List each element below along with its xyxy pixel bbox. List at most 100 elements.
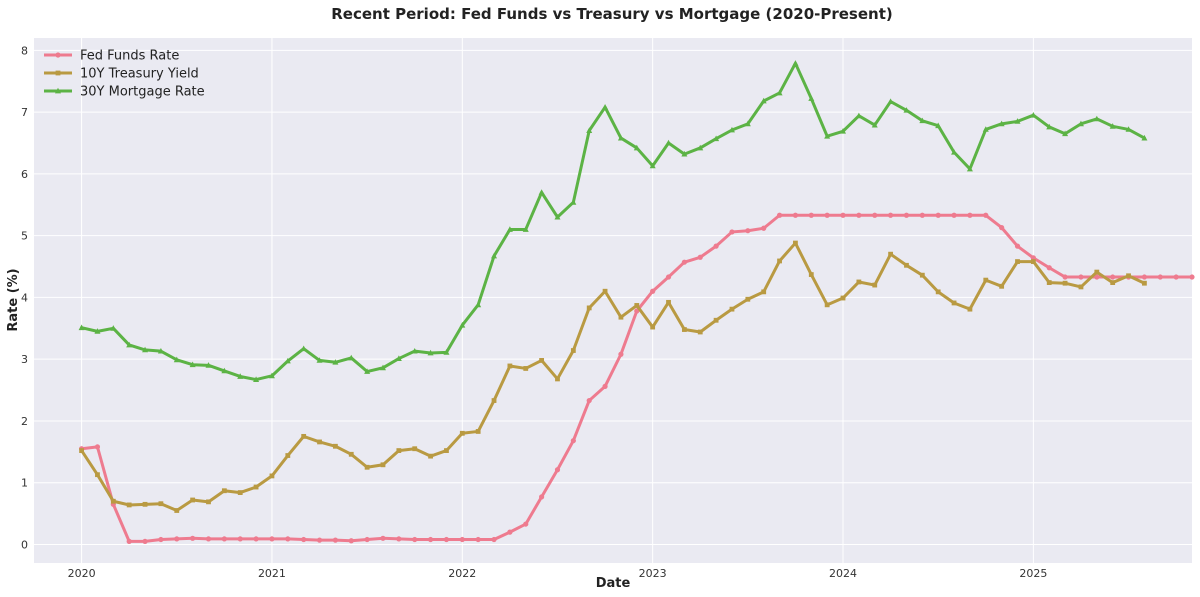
data-point-fed-funds-rate bbox=[1046, 265, 1052, 271]
data-point-10y-treasury-yield bbox=[840, 295, 846, 301]
data-point-30y-mortgage-rate bbox=[284, 357, 291, 364]
data-point-10y-treasury-yield bbox=[729, 306, 735, 312]
data-point-10y-treasury-yield bbox=[634, 303, 640, 308]
data-point-30y-mortgage-rate bbox=[1077, 120, 1084, 127]
data-point-10y-treasury-yield bbox=[777, 258, 782, 264]
data-point-10y-treasury-yield bbox=[301, 433, 307, 439]
data-point-30y-mortgage-rate bbox=[443, 349, 450, 355]
series-group bbox=[78, 60, 1195, 544]
data-point-fed-funds-rate bbox=[570, 438, 576, 444]
data-point-10y-treasury-yield bbox=[1078, 284, 1084, 290]
grid bbox=[34, 38, 1192, 563]
data-point-10y-treasury-yield bbox=[396, 448, 402, 453]
data-point-fed-funds-rate bbox=[1078, 274, 1084, 280]
data-point-10y-treasury-yield bbox=[539, 358, 545, 363]
data-point-10y-treasury-yield bbox=[1110, 280, 1116, 285]
data-point-fed-funds-rate bbox=[761, 225, 767, 231]
data-point-fed-funds-rate bbox=[983, 212, 989, 218]
data-point-fed-funds-rate bbox=[729, 229, 735, 235]
data-point-fed-funds-rate bbox=[903, 212, 910, 218]
legend-label: 10Y Treasury Yield bbox=[80, 67, 199, 82]
data-point-30y-mortgage-rate bbox=[840, 128, 847, 134]
data-point-fed-funds-rate bbox=[507, 529, 513, 535]
data-point-fed-funds-rate bbox=[348, 538, 354, 544]
data-point-30y-mortgage-rate bbox=[110, 325, 117, 331]
legend-label: Fed Funds Rate bbox=[80, 49, 179, 64]
data-point-30y-mortgage-rate bbox=[649, 162, 656, 169]
data-point-fed-funds-rate bbox=[776, 212, 783, 218]
data-point-fed-funds-rate bbox=[443, 536, 450, 543]
data-point-10y-treasury-yield bbox=[1142, 280, 1147, 286]
data-point-30y-mortgage-rate bbox=[173, 356, 180, 363]
data-point-fed-funds-rate bbox=[364, 536, 370, 543]
data-point-30y-mortgage-rate bbox=[379, 364, 386, 371]
data-point-fed-funds-rate bbox=[1189, 274, 1195, 280]
data-point-fed-funds-rate bbox=[919, 212, 925, 218]
data-point-10y-treasury-yield bbox=[142, 501, 148, 507]
data-point-30y-mortgage-rate bbox=[697, 144, 704, 151]
data-point-fed-funds-rate bbox=[1014, 243, 1021, 249]
x-tick-label: 2021 bbox=[258, 567, 286, 580]
data-point-fed-funds-rate bbox=[475, 536, 481, 543]
data-point-10y-treasury-yield bbox=[650, 324, 656, 330]
data-point-30y-mortgage-rate bbox=[998, 120, 1005, 127]
data-point-30y-mortgage-rate bbox=[475, 301, 482, 308]
data-point-fed-funds-rate bbox=[602, 383, 608, 389]
series-line-10y-treasury-yield bbox=[80, 241, 1146, 512]
data-point-10y-treasury-yield bbox=[1094, 269, 1100, 275]
series-fed-funds-rate bbox=[78, 212, 1195, 544]
data-point-10y-treasury-yield bbox=[174, 508, 180, 513]
data-point-30y-mortgage-rate bbox=[157, 347, 164, 354]
data-point-30y-mortgage-rate bbox=[919, 117, 926, 124]
legend-marker bbox=[55, 52, 61, 58]
data-point-30y-mortgage-rate bbox=[1062, 130, 1069, 137]
data-point-10y-treasury-yield bbox=[1046, 280, 1052, 285]
y-tick-label: 0 bbox=[21, 538, 28, 551]
data-point-fed-funds-rate bbox=[427, 536, 434, 543]
data-point-30y-mortgage-rate bbox=[966, 165, 973, 172]
data-point-30y-mortgage-rate bbox=[586, 127, 593, 134]
legend-label: 30Y Mortgage Rate bbox=[80, 85, 205, 100]
data-point-fed-funds-rate bbox=[301, 536, 307, 543]
data-point-fed-funds-rate bbox=[459, 536, 465, 543]
y-tick-label: 5 bbox=[21, 230, 28, 243]
y-tick-label: 8 bbox=[21, 44, 28, 57]
data-point-fed-funds-rate bbox=[396, 536, 402, 542]
x-tick-label: 2025 bbox=[1019, 567, 1047, 580]
data-point-30y-mortgage-rate bbox=[395, 355, 402, 361]
data-point-10y-treasury-yield bbox=[951, 300, 957, 306]
data-point-30y-mortgage-rate bbox=[602, 103, 609, 110]
data-point-10y-treasury-yield bbox=[269, 473, 275, 479]
data-point-30y-mortgage-rate bbox=[887, 98, 894, 105]
data-point-fed-funds-rate bbox=[253, 536, 259, 542]
data-point-10y-treasury-yield bbox=[79, 448, 84, 453]
data-point-30y-mortgage-rate bbox=[760, 97, 767, 104]
tick-labels: 0 1 2 3 4 5 6 7 8 2020 2021 2022 2023 2024 2025 bbox=[21, 44, 1047, 580]
data-point-fed-funds-rate bbox=[824, 212, 830, 218]
data-point-30y-mortgage-rate bbox=[744, 120, 751, 127]
data-point-10y-treasury-yield bbox=[983, 277, 989, 283]
x-tick-label: 2024 bbox=[829, 567, 857, 580]
data-point-fed-funds-rate bbox=[269, 536, 275, 542]
data-point-10y-treasury-yield bbox=[888, 251, 894, 257]
data-point-30y-mortgage-rate bbox=[332, 359, 339, 365]
data-point-fed-funds-rate bbox=[888, 212, 894, 218]
series-10y-treasury-yield bbox=[79, 240, 1147, 513]
data-point-30y-mortgage-rate bbox=[808, 95, 815, 101]
data-point-10y-treasury-yield bbox=[586, 305, 592, 311]
data-point-10y-treasury-yield bbox=[1062, 280, 1068, 286]
y-tick-label: 6 bbox=[21, 168, 28, 181]
data-point-30y-mortgage-rate bbox=[316, 357, 323, 363]
data-point-fed-funds-rate bbox=[380, 535, 386, 541]
data-point-fed-funds-rate bbox=[745, 228, 751, 234]
data-point-10y-treasury-yield bbox=[491, 398, 497, 403]
data-point-fed-funds-rate bbox=[1173, 274, 1179, 280]
data-point-10y-treasury-yield bbox=[221, 488, 227, 494]
data-point-fed-funds-rate bbox=[951, 212, 957, 218]
data-point-30y-mortgage-rate bbox=[792, 60, 799, 66]
data-point-fed-funds-rate bbox=[554, 467, 561, 473]
data-point-10y-treasury-yield bbox=[158, 501, 164, 507]
data-point-30y-mortgage-rate bbox=[982, 126, 989, 132]
data-point-30y-mortgage-rate bbox=[221, 367, 228, 374]
